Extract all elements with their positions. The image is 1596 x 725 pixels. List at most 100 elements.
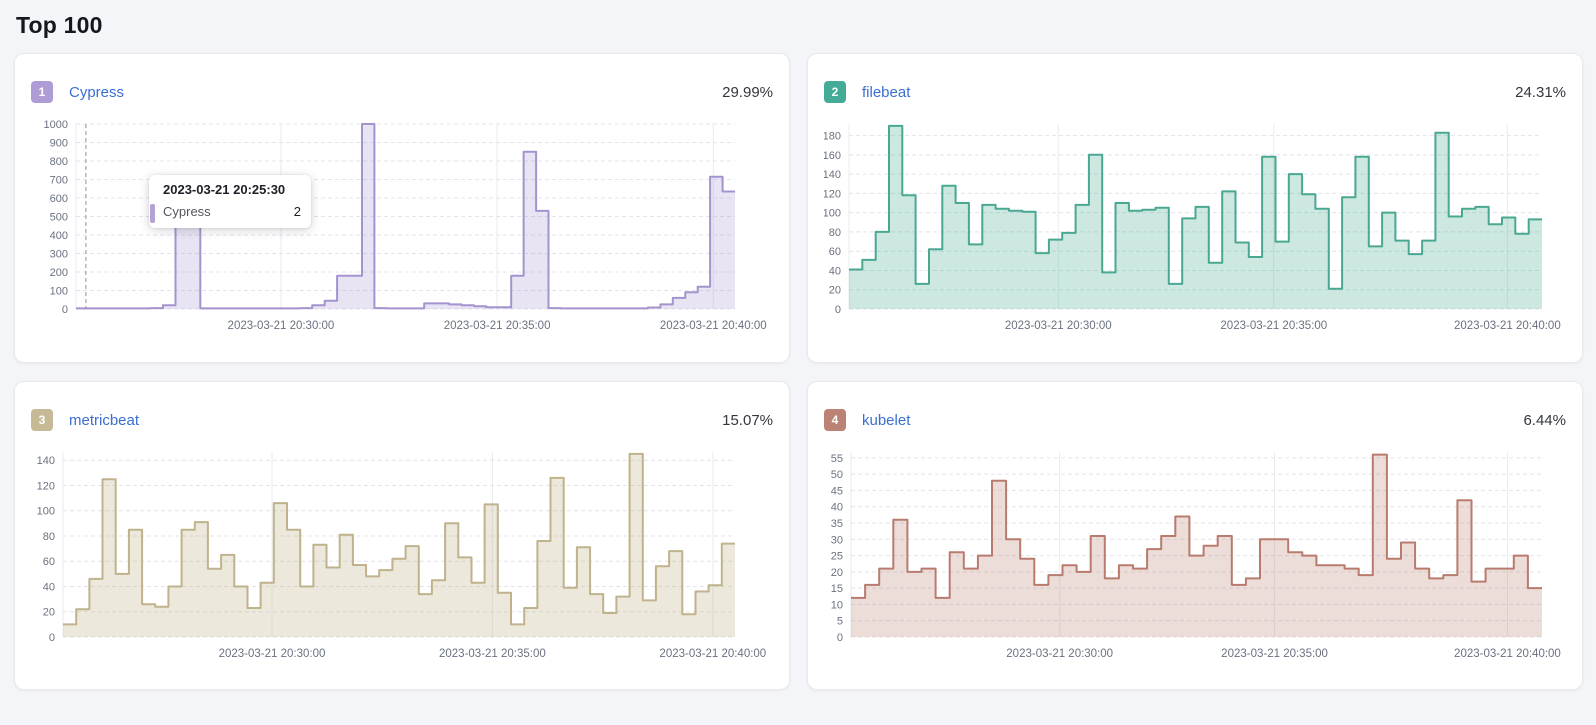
svg-text:2023-03-21 20:35:00: 2023-03-21 20:35:00 <box>1221 648 1328 660</box>
svg-text:800: 800 <box>50 156 68 168</box>
svg-text:60: 60 <box>829 246 841 258</box>
area-chart-filebeat[interactable]: 0 20 40 60 80 100 120 140 160 180 2023-03-21 20:30… <box>824 118 1568 344</box>
panel-filebeat: 2 filebeat 24.31% 0 20 40 60 80 100 120 140 160 1… <box>807 53 1583 363</box>
series-line <box>63 452 735 626</box>
svg-text:80: 80 <box>829 227 841 239</box>
svg-text:1000: 1000 <box>44 119 68 131</box>
series-link-filebeat[interactable]: filebeat <box>862 83 911 101</box>
panel-kubelet: 4 kubelet 6.44% 0 5 10 15 20 25 30 35 40 45 50 55 20… <box>807 381 1583 690</box>
svg-text:2023-03-21 20:30:00: 2023-03-21 20:30:00 <box>1005 320 1112 332</box>
svg-text:40: 40 <box>43 581 55 593</box>
svg-text:2023-03-21 20:35:00: 2023-03-21 20:35:00 <box>439 648 546 660</box>
x-gridlines <box>62 452 714 637</box>
svg-text:2023-03-21 20:40:00: 2023-03-21 20:40:00 <box>659 648 766 660</box>
svg-text:55: 55 <box>831 453 843 465</box>
tooltip-series-label: Cypress <box>163 204 211 219</box>
svg-text:100: 100 <box>50 286 68 298</box>
svg-text:700: 700 <box>50 175 68 187</box>
svg-text:60: 60 <box>43 556 55 568</box>
percent-value: 6.44% <box>1523 411 1566 429</box>
chart-tooltip: 2023-03-21 20:25:30 Cypress 2 <box>149 175 311 228</box>
panel-header: 4 kubelet 6.44% <box>824 408 1566 432</box>
x-gridlines <box>850 452 1508 637</box>
panel-header: 3 metricbeat 15.07% <box>31 408 773 432</box>
svg-text:100: 100 <box>37 506 55 518</box>
x-axis-labels: 2023-03-21 20:30:00 2023-03-21 20:35:00 20… <box>228 320 767 332</box>
svg-text:20: 20 <box>829 285 841 297</box>
y-axis-labels: 0 20 40 60 80 100 120 140 <box>37 455 55 644</box>
chart-svg: 0 5 10 15 20 25 30 35 40 45 50 55 2023-03-21 20:30:0… <box>831 452 1561 660</box>
svg-text:20: 20 <box>43 607 55 619</box>
panel-cypress: 1 Cypress 29.99% 0 100 200 300 400 500 600 700 8… <box>14 53 790 363</box>
y-axis-labels: 0 5 10 15 20 25 30 35 40 45 50 55 <box>831 453 843 644</box>
svg-text:0: 0 <box>835 304 841 316</box>
svg-text:0: 0 <box>49 632 55 644</box>
svg-text:40: 40 <box>829 265 841 277</box>
svg-text:100: 100 <box>824 208 841 220</box>
svg-text:35: 35 <box>831 518 843 530</box>
series-line <box>76 123 735 310</box>
svg-text:120: 120 <box>37 480 55 492</box>
svg-text:0: 0 <box>62 304 68 316</box>
svg-text:140: 140 <box>824 169 841 181</box>
svg-text:5: 5 <box>837 616 843 628</box>
svg-text:20: 20 <box>831 567 843 579</box>
series-color-chip <box>150 204 155 223</box>
series-line <box>849 124 1542 290</box>
panel-header: 2 filebeat 24.31% <box>824 80 1566 104</box>
y-gridlines <box>63 459 735 638</box>
area-chart-kubelet[interactable]: 0 5 10 15 20 25 30 35 40 45 50 55 2023-03-21 20:30:0… <box>824 446 1568 672</box>
svg-text:2023-03-21 20:30:00: 2023-03-21 20:30:00 <box>219 648 326 660</box>
series-line <box>851 453 1542 599</box>
series-link-cypress[interactable]: Cypress <box>69 83 125 101</box>
tooltip-timestamp: 2023-03-21 20:25:30 <box>163 182 286 197</box>
svg-text:500: 500 <box>50 212 68 224</box>
panel-header: 1 Cypress 29.99% <box>31 80 773 104</box>
rank-badge: 4 <box>824 409 846 431</box>
rank-badge: 1 <box>31 81 53 103</box>
svg-text:50: 50 <box>831 469 843 481</box>
rank-badge: 3 <box>31 409 53 431</box>
svg-text:10: 10 <box>831 599 843 611</box>
svg-text:120: 120 <box>824 188 841 200</box>
tooltip-row: Cypress 2 <box>150 204 301 223</box>
svg-text:40: 40 <box>831 502 843 514</box>
y-axis-labels: 0 20 40 60 80 100 120 140 160 180 <box>824 131 841 316</box>
tooltip-series-value: 2 <box>293 204 301 219</box>
svg-text:15: 15 <box>831 583 843 595</box>
svg-text:2023-03-21 20:40:00: 2023-03-21 20:40:00 <box>660 320 767 332</box>
x-axis-labels: 2023-03-21 20:30:00 2023-03-21 20:35:00 20… <box>1006 648 1561 660</box>
svg-text:2023-03-21 20:35:00: 2023-03-21 20:35:00 <box>444 320 551 332</box>
svg-text:2023-03-21 20:35:00: 2023-03-21 20:35:00 <box>1220 320 1327 332</box>
svg-text:600: 600 <box>50 193 68 205</box>
series-area <box>851 454 1542 637</box>
svg-text:0: 0 <box>837 632 843 644</box>
svg-text:2023-03-21 20:30:00: 2023-03-21 20:30:00 <box>228 320 335 332</box>
svg-text:2023-03-21 20:40:00: 2023-03-21 20:40:00 <box>1454 648 1561 660</box>
svg-text:900: 900 <box>50 138 68 150</box>
svg-text:160: 160 <box>824 150 841 162</box>
x-axis-labels: 2023-03-21 20:30:00 2023-03-21 20:35:00 20… <box>1005 320 1561 332</box>
rank-badge: 2 <box>824 81 846 103</box>
svg-text:30: 30 <box>831 534 843 546</box>
x-axis-labels: 2023-03-21 20:30:00 2023-03-21 20:35:00 20… <box>219 648 767 660</box>
percent-value: 29.99% <box>722 83 773 101</box>
svg-text:2023-03-21 20:30:00: 2023-03-21 20:30:00 <box>1006 648 1113 660</box>
area-chart-cypress[interactable]: 0 100 200 300 400 500 600 700 800 900 1000 2023-03-… <box>31 118 775 344</box>
svg-text:80: 80 <box>43 531 55 543</box>
svg-text:300: 300 <box>50 249 68 261</box>
y-axis-labels: 0 100 200 300 400 500 600 700 800 900 1000 <box>44 119 68 316</box>
svg-text:400: 400 <box>50 230 68 242</box>
series-link-kubelet[interactable]: kubelet <box>862 411 911 429</box>
percent-value: 15.07% <box>722 411 773 429</box>
svg-text:180: 180 <box>824 131 841 143</box>
svg-text:25: 25 <box>831 551 843 563</box>
svg-text:200: 200 <box>50 267 68 279</box>
panel-metricbeat: 3 metricbeat 15.07% 0 20 40 60 80 100 120 140 20… <box>14 381 790 690</box>
area-chart-metricbeat[interactable]: 0 20 40 60 80 100 120 140 2023-03-21 20:30:00 202… <box>31 446 775 672</box>
svg-text:140: 140 <box>37 455 55 467</box>
chart-svg: 0 20 40 60 80 100 120 140 160 180 2023-03-21 20:30… <box>824 124 1561 332</box>
percent-value: 24.31% <box>1515 83 1566 101</box>
series-link-metricbeat[interactable]: metricbeat <box>69 411 140 429</box>
